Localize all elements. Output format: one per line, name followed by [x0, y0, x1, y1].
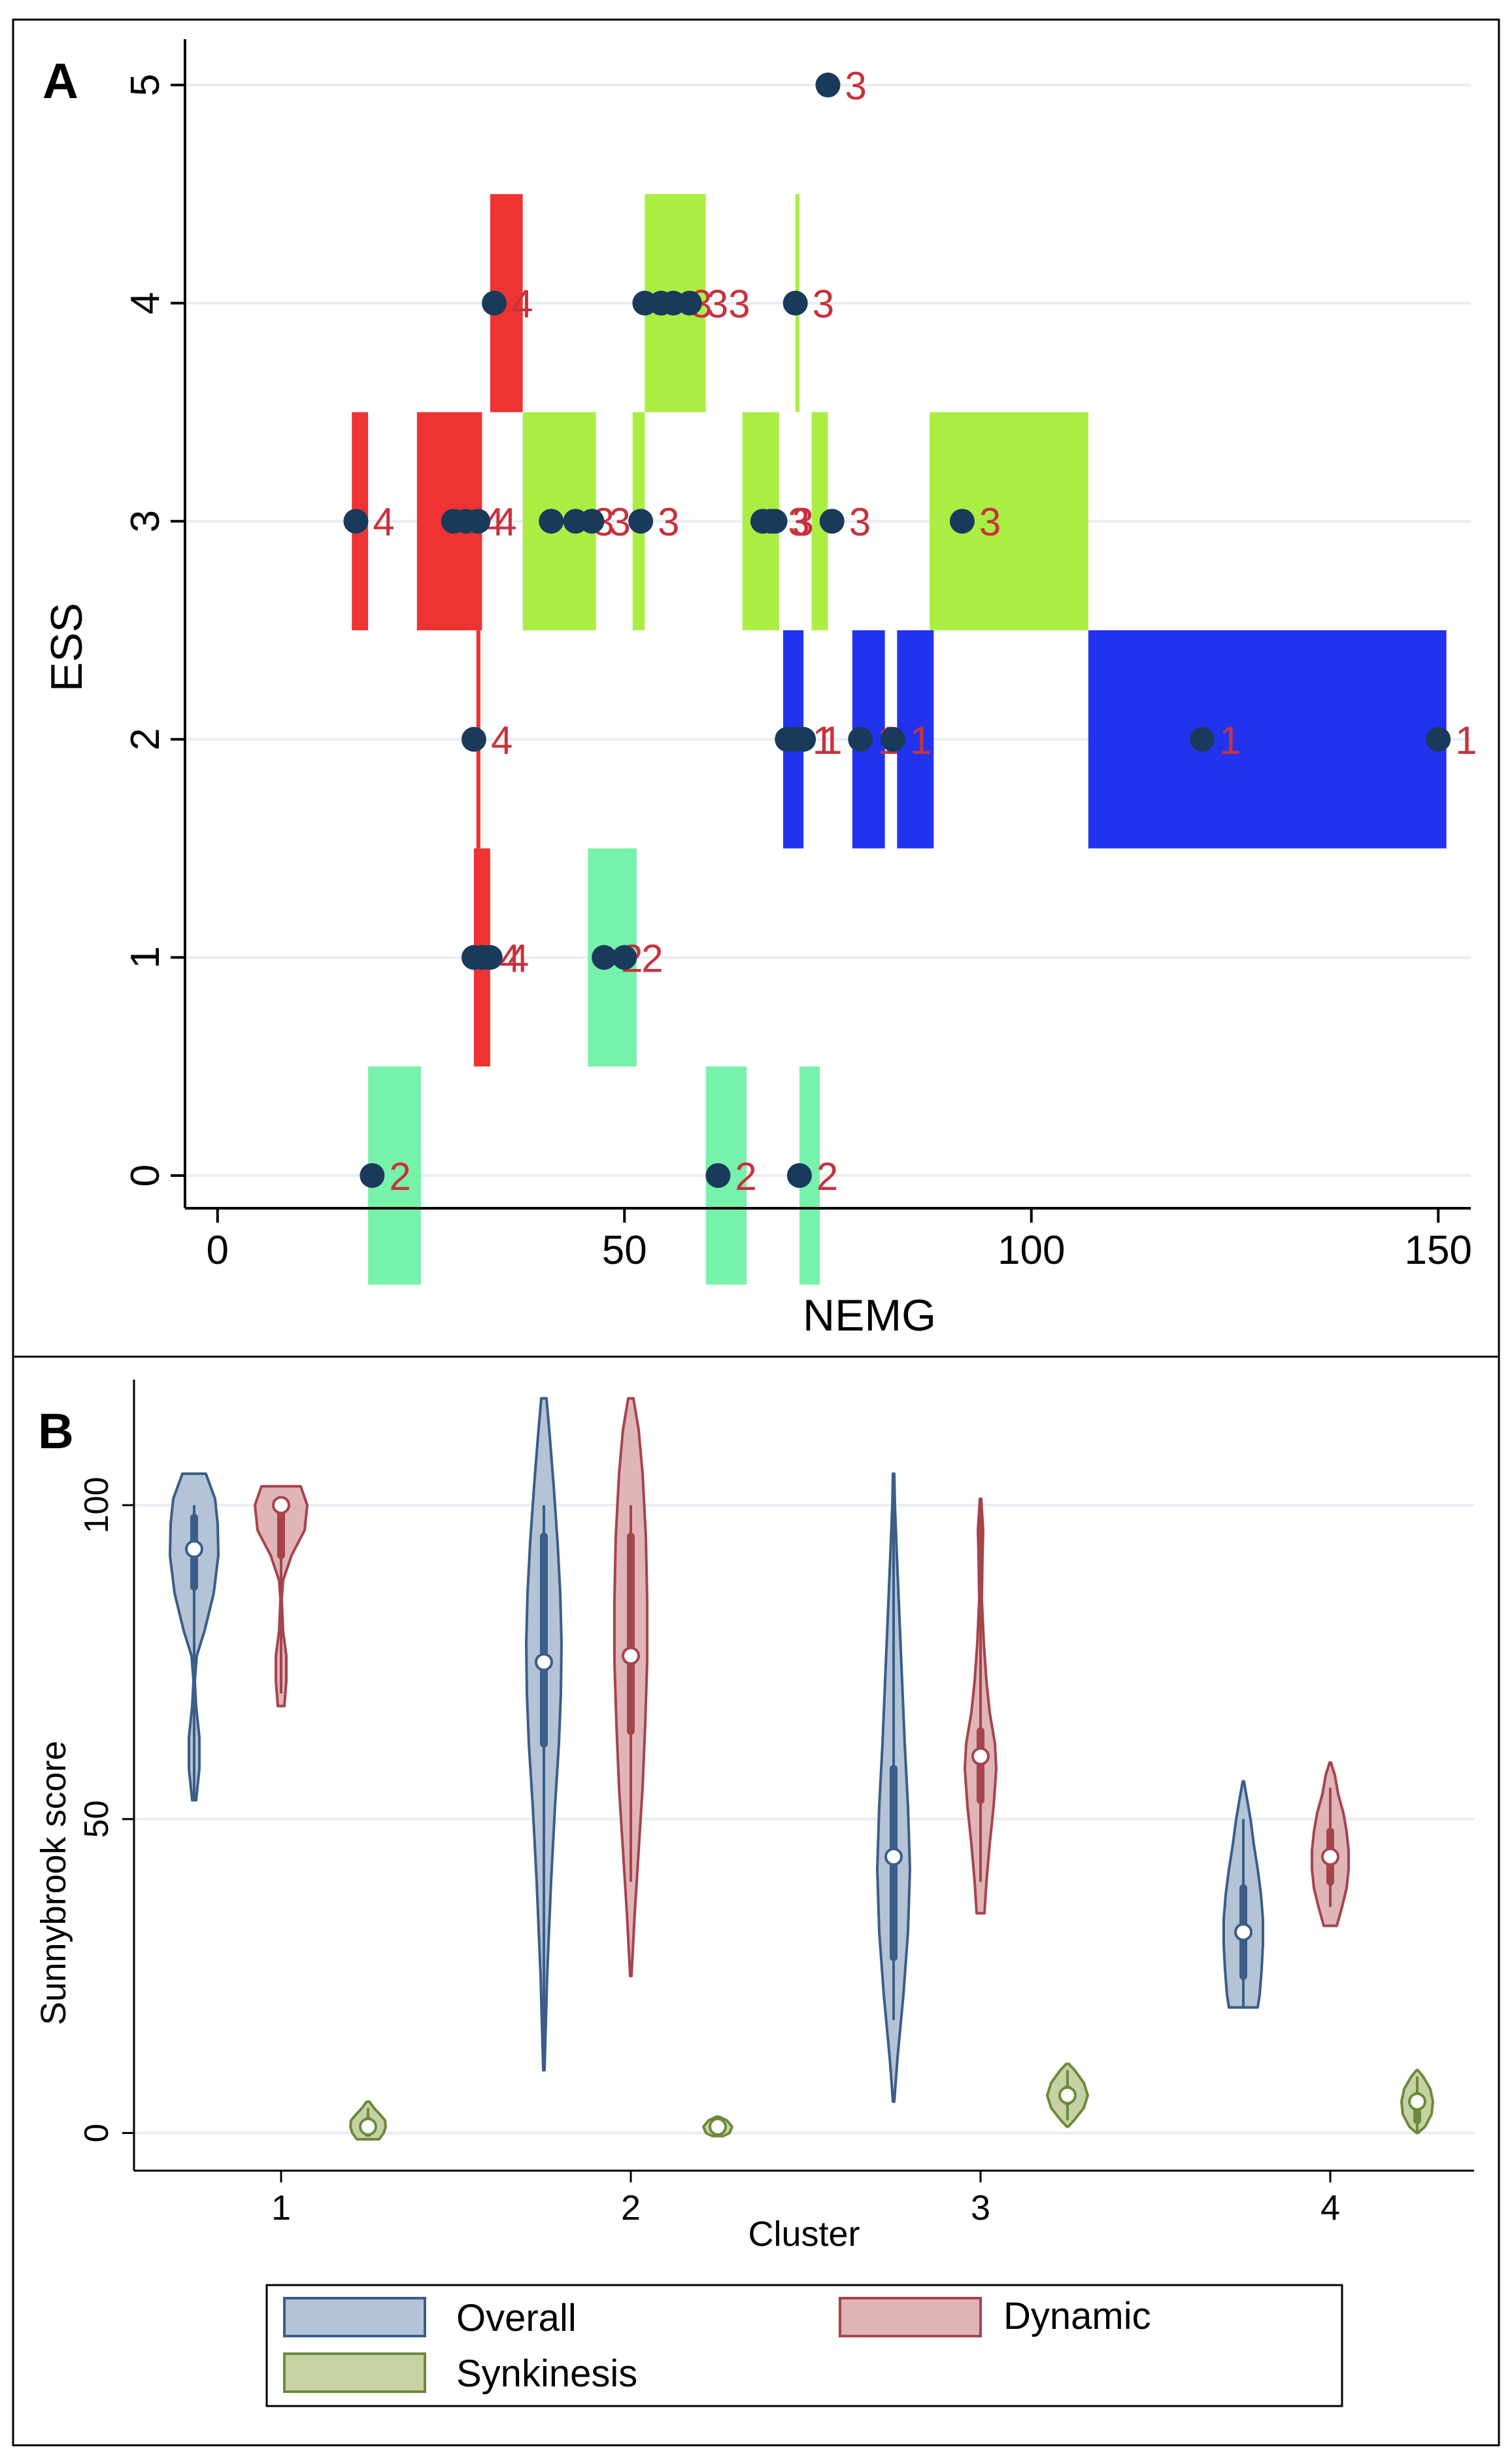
data-point — [592, 945, 617, 970]
panel-a-label: A — [42, 54, 78, 109]
point-cluster-label: 33 — [707, 282, 750, 326]
synkinesis-median-marker — [1058, 2086, 1077, 2105]
data-point — [579, 509, 605, 534]
point-cluster-label: 1 — [1219, 719, 1241, 762]
panel-b-y-axis-title: Sunnybrook score — [34, 1740, 73, 2025]
data-point — [628, 509, 654, 534]
legend-swatch-overall — [283, 2297, 426, 2337]
panel-b-x-tick-label: 4 — [1320, 2188, 1340, 2228]
panel-a-x-tick-label: 50 — [602, 1228, 647, 1273]
point-cluster-label: 2 — [641, 936, 663, 980]
dynamic-median-marker — [971, 1747, 990, 1766]
point-cluster-label: 3 — [849, 500, 871, 544]
point-cluster-label: 3 — [979, 500, 1001, 544]
panel-b-violins — [169, 1397, 1434, 2141]
data-point — [461, 726, 486, 752]
point-cluster-label: 4 — [507, 936, 529, 980]
overall-median-marker — [185, 1540, 203, 1559]
point-cluster-label: 1 — [820, 719, 842, 762]
synkinesis-median-marker — [1408, 2092, 1426, 2111]
panel-a-y-tick-label: 1 — [123, 946, 168, 968]
panel-a-y-tick-label: 3 — [123, 510, 168, 532]
legend-swatch-synkinesis — [283, 2352, 426, 2393]
overall-median-marker — [535, 1653, 553, 1672]
panel-b-frame — [12, 1355, 1500, 2447]
data-point — [343, 509, 369, 534]
legend-label-dynamic: Dynamic — [1003, 2295, 1151, 2337]
data-point — [762, 509, 788, 534]
panel-b-y-tick-label: 0 — [78, 2124, 116, 2143]
data-point — [1426, 726, 1451, 752]
panel-a-points: 343333444333333341111114422222 — [343, 64, 1477, 1198]
cluster-1-range-bar — [1088, 630, 1447, 849]
data-point — [360, 1162, 385, 1188]
point-cluster-label: 3 — [845, 64, 867, 108]
synkinesis-median-marker — [709, 2117, 727, 2136]
data-point — [819, 509, 845, 534]
point-cluster-label: 4 — [495, 500, 516, 544]
data-point — [949, 509, 975, 534]
panel-b-x-tick-label: 2 — [621, 2188, 641, 2228]
data-point — [677, 290, 702, 316]
overall-median-marker — [1234, 1923, 1252, 1942]
data-point — [477, 945, 503, 970]
data-point — [791, 726, 816, 752]
legend-frame — [265, 2284, 1343, 2407]
point-cluster-label: 1 — [813, 719, 834, 762]
panel-b-x-tick-label: 3 — [971, 2188, 990, 2228]
point-cluster-label: 4 — [511, 282, 533, 326]
legend-swatch-dynamic — [839, 2297, 982, 2337]
data-point — [465, 509, 491, 534]
dynamic-median-marker — [272, 1496, 290, 1515]
data-point — [786, 1162, 812, 1188]
panel-a-x-axis-title: NEMG — [803, 1291, 936, 1340]
panel-b-legend: Overall Dynamic Synkinesis — [265, 2284, 1343, 2407]
point-cluster-label: 3 — [658, 500, 679, 544]
point-cluster-label: 4 — [491, 719, 512, 762]
data-point — [612, 945, 637, 970]
panel-b-label: B — [38, 1404, 74, 1459]
panel-b-y-tick-label: 50 — [78, 1800, 116, 1838]
data-point — [848, 726, 873, 752]
point-cluster-label: 2 — [735, 1155, 756, 1198]
data-point — [482, 290, 507, 316]
point-cluster-label: 3 — [609, 500, 630, 544]
point-cluster-label: 2 — [816, 1155, 838, 1198]
panel-a-y-tick-label: 5 — [123, 74, 168, 96]
legend-label-overall: Overall — [456, 2297, 577, 2339]
point-cluster-label: 3 — [792, 500, 814, 544]
panel-a-y-axis-title: ESS — [42, 603, 92, 692]
panel-a-x-tick-label: 0 — [207, 1228, 229, 1273]
panel-b-axes: 1 2 3 4 0 50 100 — [78, 1380, 1474, 2228]
point-cluster-label: 3 — [813, 282, 834, 326]
point-cluster-label: 2 — [389, 1155, 411, 1198]
panel-b-y-tick-label: 100 — [78, 1477, 116, 1534]
panel-a-x-tick-label: 150 — [1404, 1228, 1471, 1273]
data-point — [881, 726, 906, 752]
panel-b-x-tick-label: 1 — [271, 2188, 291, 2228]
panel-a-y-tick-label: 4 — [123, 292, 168, 314]
dynamic-median-marker — [622, 1646, 640, 1665]
data-point — [705, 1162, 731, 1188]
point-cluster-label: 1 — [910, 719, 932, 762]
point-cluster-label: 1 — [1455, 719, 1477, 762]
data-point — [815, 73, 841, 98]
panel-a-y-tick-label: 0 — [123, 1164, 168, 1187]
panel-a-x-tick-label: 100 — [998, 1228, 1065, 1273]
panel-a-axes: 0 50 100 150 0 1 2 3 4 5 — [123, 39, 1472, 1273]
point-cluster-label: 4 — [373, 500, 394, 544]
dynamic-median-marker — [1321, 1847, 1339, 1866]
point-cluster-label: 4 — [499, 936, 520, 980]
overall-median-marker — [884, 1847, 903, 1866]
point-cluster-label: 3 — [788, 500, 809, 544]
data-point — [539, 509, 564, 534]
panel-a-y-tick-label: 2 — [123, 728, 168, 751]
panel-b-x-axis-title: Cluster — [748, 2214, 860, 2254]
data-point — [782, 290, 808, 316]
legend-label-synkinesis: Synkinesis — [456, 2352, 637, 2395]
data-point — [1190, 726, 1215, 752]
synkinesis-median-marker — [359, 2117, 377, 2136]
